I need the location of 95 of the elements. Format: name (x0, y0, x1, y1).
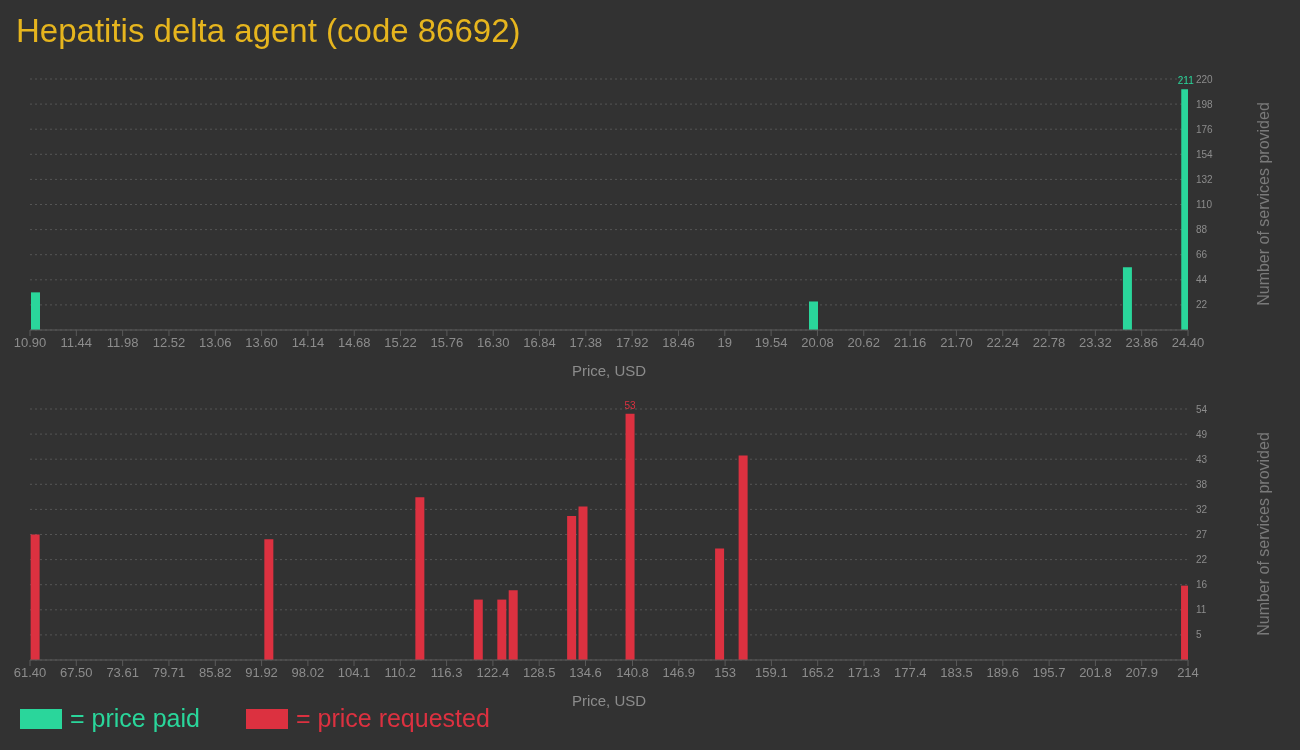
bar (808, 301, 818, 330)
y-tick-label: 5 (1196, 629, 1202, 641)
y-axis-title: Number of services provided (1255, 432, 1273, 636)
x-tick-label: 16.84 (523, 335, 556, 351)
x-tick-label: 134.6 (569, 665, 602, 681)
y-tick-label: 132 (1196, 173, 1214, 185)
y-tick-label: 38 (1196, 478, 1208, 490)
bar (264, 539, 274, 660)
data-label: 53 (624, 399, 637, 411)
x-tick-label: 23.86 (1125, 335, 1158, 351)
bar (738, 455, 748, 660)
y-tick-label: 22 (1196, 554, 1208, 566)
x-tick-label: 110.2 (384, 665, 417, 681)
bar (508, 590, 518, 660)
bar (567, 515, 577, 660)
x-tick-label: 73.61 (106, 665, 139, 681)
x-axis-title: Price, USD (571, 692, 647, 709)
bar (30, 292, 40, 330)
x-tick-label: 85.82 (199, 665, 232, 681)
bar (497, 599, 507, 660)
x-tick-label: 67.50 (60, 665, 93, 681)
x-tick-label: 104.1 (337, 665, 371, 681)
x-tick-label: 140.8 (616, 665, 649, 681)
y-tick-label: 43 (1196, 453, 1208, 465)
y-tick-label: 27 (1196, 529, 1208, 541)
bar (1122, 267, 1132, 330)
y-tick-label: 11 (1196, 604, 1207, 616)
bar (30, 534, 40, 660)
x-tick-label: 207.9 (1125, 665, 1158, 681)
x-tick-label: 214 (1177, 665, 1199, 681)
x-tick-label: 128.5 (522, 665, 556, 681)
x-tick-label: 10.90 (13, 335, 47, 351)
x-tick-label: 171.3 (847, 665, 881, 681)
x-tick-label: 177.4 (893, 665, 927, 681)
x-tick-label: 116.3 (430, 665, 463, 681)
y-tick-label: 44 (1196, 274, 1208, 286)
x-tick-label: 11.44 (60, 335, 93, 351)
x-tick-label: 17.38 (569, 335, 603, 351)
x-tick-label: 13.06 (199, 335, 232, 351)
legend-label: = price requested (295, 704, 490, 733)
legend-label: = price paid (70, 704, 200, 733)
y-tick-label: 110 (1196, 199, 1213, 211)
bar (473, 599, 483, 660)
x-tick-label: 24.40 (1171, 335, 1205, 351)
x-tick-label: 15.76 (430, 335, 464, 351)
x-tick-label: 98.02 (291, 665, 325, 681)
x-tick-label: 13.60 (245, 335, 278, 351)
y-tick-label: 49 (1196, 428, 1208, 440)
bar (578, 506, 588, 660)
x-tick-label: 22.78 (1032, 335, 1066, 351)
y-tick-label: 22 (1196, 299, 1208, 311)
x-tick-label: 189.6 (986, 665, 1020, 681)
y-tick-label: 54 (1196, 403, 1208, 415)
y-tick-label: 220 (1196, 73, 1214, 85)
chart-title: Hepatitis delta agent (code 86692) (16, 12, 521, 50)
x-axis-title: Price, USD (571, 362, 647, 379)
data-label: 211 (1177, 75, 1195, 87)
y-tick-label: 198 (1196, 98, 1214, 110)
x-tick-label: 183.5 (940, 665, 973, 681)
x-tick-label: 22.24 (986, 335, 1019, 351)
x-tick-label: 19 (717, 335, 733, 351)
x-tick-label: 14.68 (337, 335, 371, 351)
x-tick-label: 18.46 (662, 335, 695, 351)
y-tick-label: 176 (1196, 123, 1214, 135)
x-tick-label: 20.62 (847, 335, 881, 351)
x-tick-label: 21.70 (940, 335, 973, 351)
bar (415, 497, 425, 660)
x-tick-label: 17.92 (615, 335, 649, 351)
x-tick-label: 14.14 (291, 335, 325, 351)
x-tick-label: 16.30 (476, 335, 510, 351)
x-tick-label: 146.9 (662, 665, 696, 681)
x-tick-label: 201.8 (1079, 665, 1112, 681)
x-tick-label: 91.92 (245, 665, 278, 681)
y-tick-label: 88 (1196, 224, 1208, 236)
y-axis-title: Number of services provided (1255, 102, 1273, 306)
y-tick-label: 154 (1196, 148, 1214, 160)
x-tick-label: 23.32 (1079, 335, 1112, 351)
x-tick-label: 21.16 (893, 335, 927, 351)
y-tick-label: 16 (1196, 579, 1208, 591)
x-tick-label: 61.40 (13, 665, 47, 681)
x-tick-label: 20.08 (801, 335, 834, 351)
x-tick-label: 12.52 (152, 335, 186, 351)
x-tick-label: 159.1 (755, 665, 788, 681)
x-tick-label: 15.22 (384, 335, 417, 351)
x-tick-label: 165.2 (801, 665, 834, 681)
x-tick-label: 19.54 (754, 335, 788, 351)
bar (715, 548, 725, 660)
x-tick-label: 195.7 (1032, 665, 1066, 681)
x-tick-label: 79.71 (152, 665, 186, 681)
x-tick-label: 11.98 (106, 335, 139, 351)
y-tick-label: 66 (1196, 249, 1208, 261)
bar (625, 413, 635, 660)
x-tick-label: 122.4 (476, 665, 510, 681)
x-tick-label: 153 (714, 665, 736, 681)
y-tick-label: 32 (1196, 503, 1208, 515)
